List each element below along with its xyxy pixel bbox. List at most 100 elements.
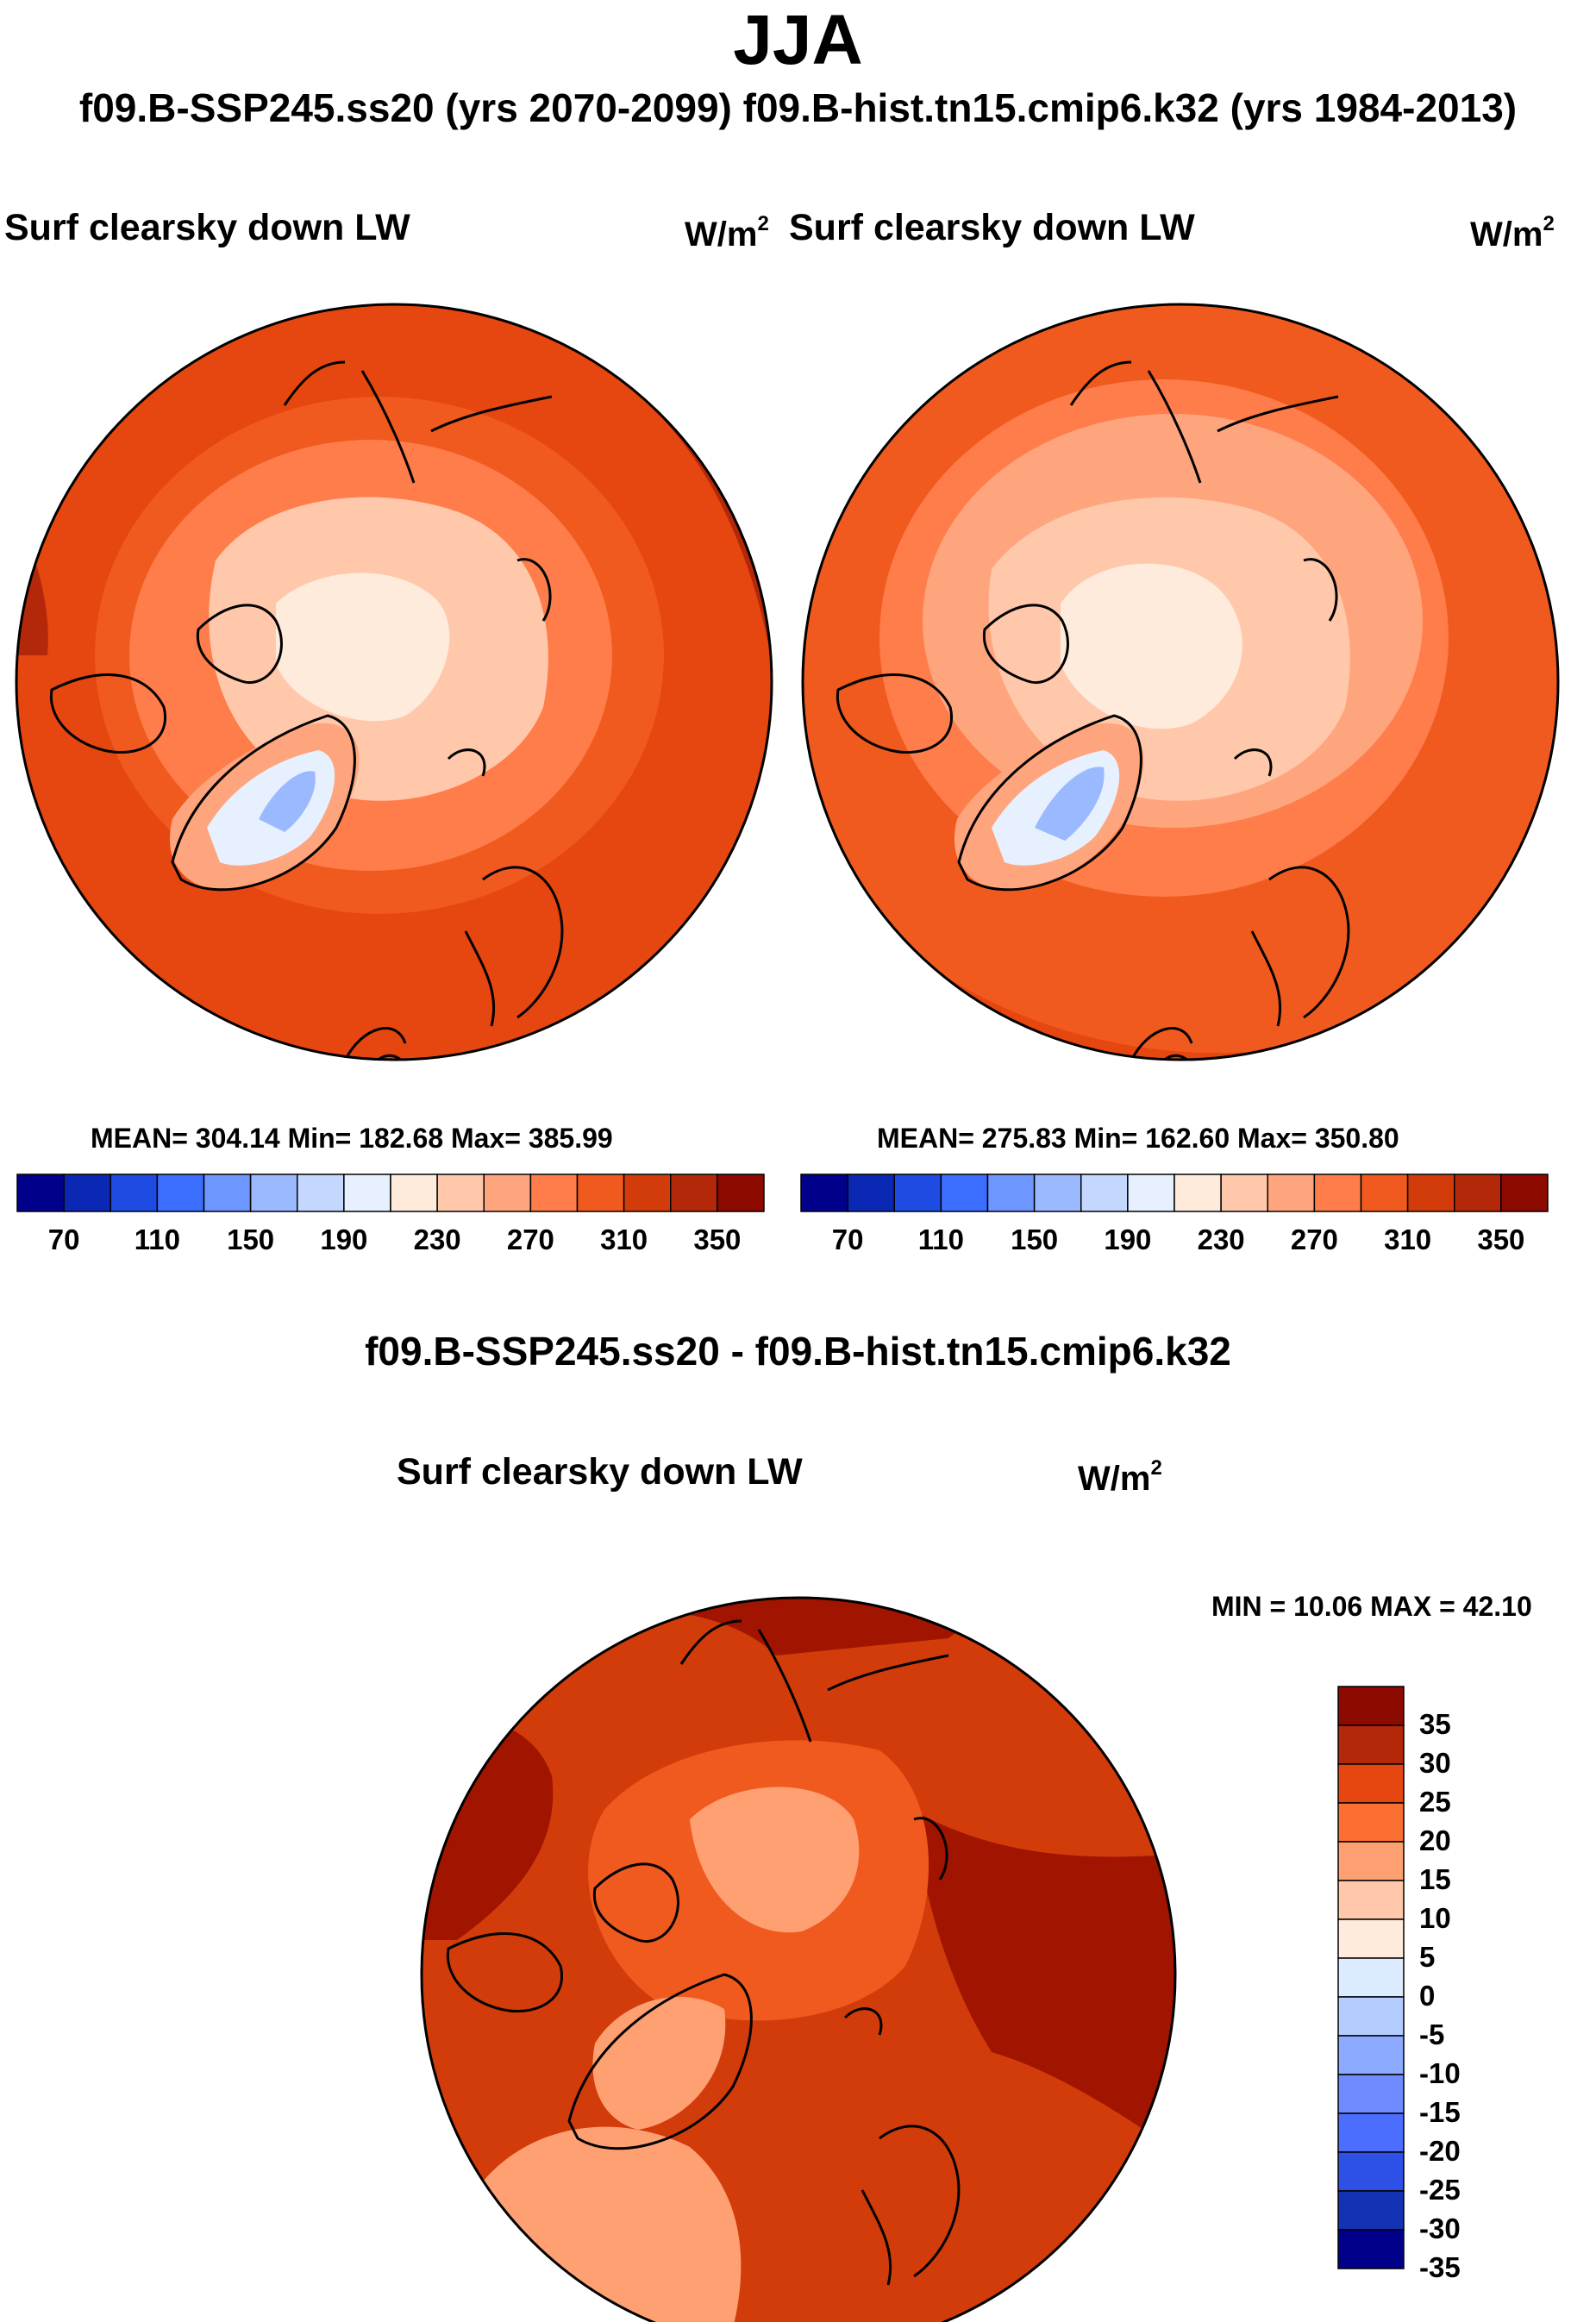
colorbar-tick-label: 30 [1419,1747,1451,1779]
colorbar-box [1337,1802,1405,1843]
panel2-units: W/m2 [1470,212,1555,253]
colorbar-tick-label: -35 [1419,2251,1461,2283]
colorbar-box [110,1174,159,1212]
panel1-units: W/m2 [685,212,769,253]
difference-minmax: MIN = 10.06 MAX = 42.10 [1211,1591,1532,1622]
colorbar-box [1337,2190,1405,2231]
colorbar-box [1337,1880,1405,1920]
colorbar-box [16,1174,65,1212]
colorbar-box [390,1174,438,1212]
panel1-dark-west [16,517,48,655]
colorbar-tick-label: 20 [1419,1824,1451,1856]
diff-dark-north [517,1598,1086,1655]
colorbar-tick-label: -20 [1419,2135,1461,2167]
colorbar-box [670,1174,718,1212]
colorbar-tick-label: 10 [1419,1902,1451,1934]
diff-coastlines [446,1619,961,2286]
colorbar-tick-label: 150 [1011,1224,1059,1255]
colorbar-box [1406,1174,1455,1212]
colorbar-box [1337,1686,1405,1726]
colorbar-box [249,1174,298,1212]
colorbar-tick-label: 270 [506,1224,554,1255]
panel2-greenland-inner [1035,767,1105,841]
colorbar-box [800,1174,848,1212]
colorbar-tick-label: 270 [1290,1224,1338,1255]
difference-map [422,1598,1175,2322]
colorbar-tick-label: 110 [917,1224,964,1255]
colorbar-box [1337,2229,1405,2269]
colorbar-box [1454,1174,1502,1212]
colorbar-box [1313,1174,1362,1212]
panel2-map [803,304,1558,1060]
difference-units: W/m2 [1078,1456,1162,1498]
colorbar-box [1337,1763,1405,1804]
colorbar-tick-label: 15 [1419,1863,1451,1895]
colorbar-box [1267,1174,1316,1212]
colorbar-tick-label: 110 [134,1224,180,1255]
panel1-coastlines [49,360,564,1060]
panel2-variable-label: Surf clearsky down LW [789,207,1195,248]
panel1-map [16,304,772,1060]
difference-map-border [420,1596,1177,2322]
colorbar-box [63,1174,111,1212]
colorbar-box [436,1174,485,1212]
colorbar-tick-label: -25 [1419,2174,1461,2206]
panel2-stats: MEAN= 275.83 Min= 162.60 Max= 350.80 [877,1123,1399,1154]
colorbar-box [483,1174,532,1212]
colorbar-box [156,1174,205,1212]
colorbar-box [986,1174,1036,1212]
colorbar-box [1174,1174,1222,1212]
colorbar-box [529,1174,579,1212]
colorbar-box [1337,2112,1405,2153]
colorbar-box [1033,1174,1082,1212]
colorbar-box [1337,1996,1405,2037]
colorbar-box [1337,1724,1405,1765]
panel2-pole-light [1061,563,1242,729]
colorbar-box [203,1174,252,1212]
colorbar-tick-label: 25 [1419,1786,1451,1818]
panel1-stats: MEAN= 304.14 Min= 182.68 Max= 385.99 [91,1123,613,1154]
diff-dark-east [914,1811,1175,2156]
colorbar-box [343,1174,391,1212]
colorbar-tick-label: 70 [47,1224,80,1255]
colorbar-box [1337,1841,1405,1881]
colorbar-box [1220,1174,1268,1212]
page-title: JJA [733,1,863,79]
colorbar-tick-label: 230 [413,1224,461,1255]
colorbar-tick-label: 350 [1477,1224,1525,1255]
colorbar-tick-label: 230 [1197,1224,1245,1255]
difference-colorbar [1337,1686,1405,2269]
colorbar-box [1080,1174,1129,1212]
colorbar-tick-label: -15 [1419,2096,1461,2128]
colorbar-box [1360,1174,1409,1212]
difference-variable-label: Surf clearsky down LW [397,1451,803,1493]
colorbar-box [1337,1957,1405,1998]
colorbar-tick-label: 310 [600,1224,648,1255]
panel1-colorbar [16,1174,765,1212]
colorbar-box [1337,2151,1405,2192]
panel1-greenland-inner [259,771,316,832]
colorbar-tick-label: 5 [1419,1941,1436,1973]
colorbar-tick-label: 190 [1104,1224,1152,1255]
colorbar-tick-label: -30 [1419,2212,1461,2244]
panel1-variable-label: Surf clearsky down LW [4,207,410,248]
panel1-pole-light [276,573,450,722]
colorbar-tick-label: 190 [320,1224,368,1255]
colorbar-tick-label: 310 [1384,1224,1432,1255]
colorbar-box [717,1174,765,1212]
diff-light-pole [690,1787,860,1933]
colorbar-box [297,1174,345,1212]
colorbar-box [893,1174,942,1212]
colorbar-box [1337,2074,1405,2114]
colorbar-box [576,1174,625,1212]
colorbar-box [1127,1174,1175,1212]
colorbar-tick-label: 70 [831,1224,864,1255]
colorbar-box [1337,1918,1405,1959]
panel2-coastlines [836,360,1350,1060]
colorbar-tick-label: 35 [1419,1708,1451,1740]
colorbar-tick-label: -10 [1419,2057,1461,2089]
colorbar-tick-label: -5 [1419,2018,1445,2050]
colorbar-tick-label: 150 [227,1224,275,1255]
comparison-subtitle: f09.B-SSP245.ss20 (yrs 2070-2099) f09.B-… [78,85,1518,130]
